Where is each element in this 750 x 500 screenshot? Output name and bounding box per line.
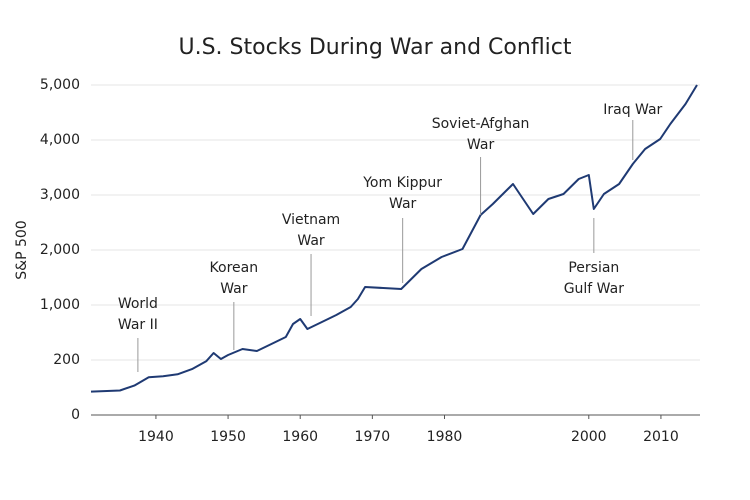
annotation-text: Yom Kippur [362,175,442,191]
x-tick-label: 1980 [427,429,463,445]
y-tick-label: 1,000 [40,297,80,313]
chart-title: U.S. Stocks During War and Conflict [178,35,571,60]
x-tick-label: 1970 [355,429,391,445]
y-tick-label: 3,000 [40,187,80,203]
x-tick-label: 1960 [282,429,318,445]
annotation-text: War [297,233,325,249]
annotation-text: Vietnam [282,212,340,228]
y-axis-label: S&P 500 [14,220,30,279]
y-tick-label: 5,000 [40,77,80,93]
annotation-text: Korean [210,260,259,276]
x-tick-label: 2000 [571,429,607,445]
annotation-text: Soviet-Afghan [432,116,530,132]
annotation-text: Persian [568,260,619,276]
annotation-text: War II [118,317,158,333]
x-tick-label: 1940 [138,429,174,445]
annotation-text: World [118,296,158,312]
y-tick-label: 4,000 [40,132,80,148]
y-tick-label: 2,000 [40,242,80,258]
annotation-text: Iraq War [603,102,662,118]
annotation-text: Gulf War [564,281,625,297]
y-tick-label: 0 [71,407,80,423]
annotation-text: War [467,137,495,153]
line [90,84,698,393]
x-tick-label: 1950 [210,429,246,445]
annotation-text: War [220,281,248,297]
y-tick-label: 200 [53,352,80,368]
x-tick-label: 2010 [643,429,679,445]
annotation-text: War [389,196,417,212]
